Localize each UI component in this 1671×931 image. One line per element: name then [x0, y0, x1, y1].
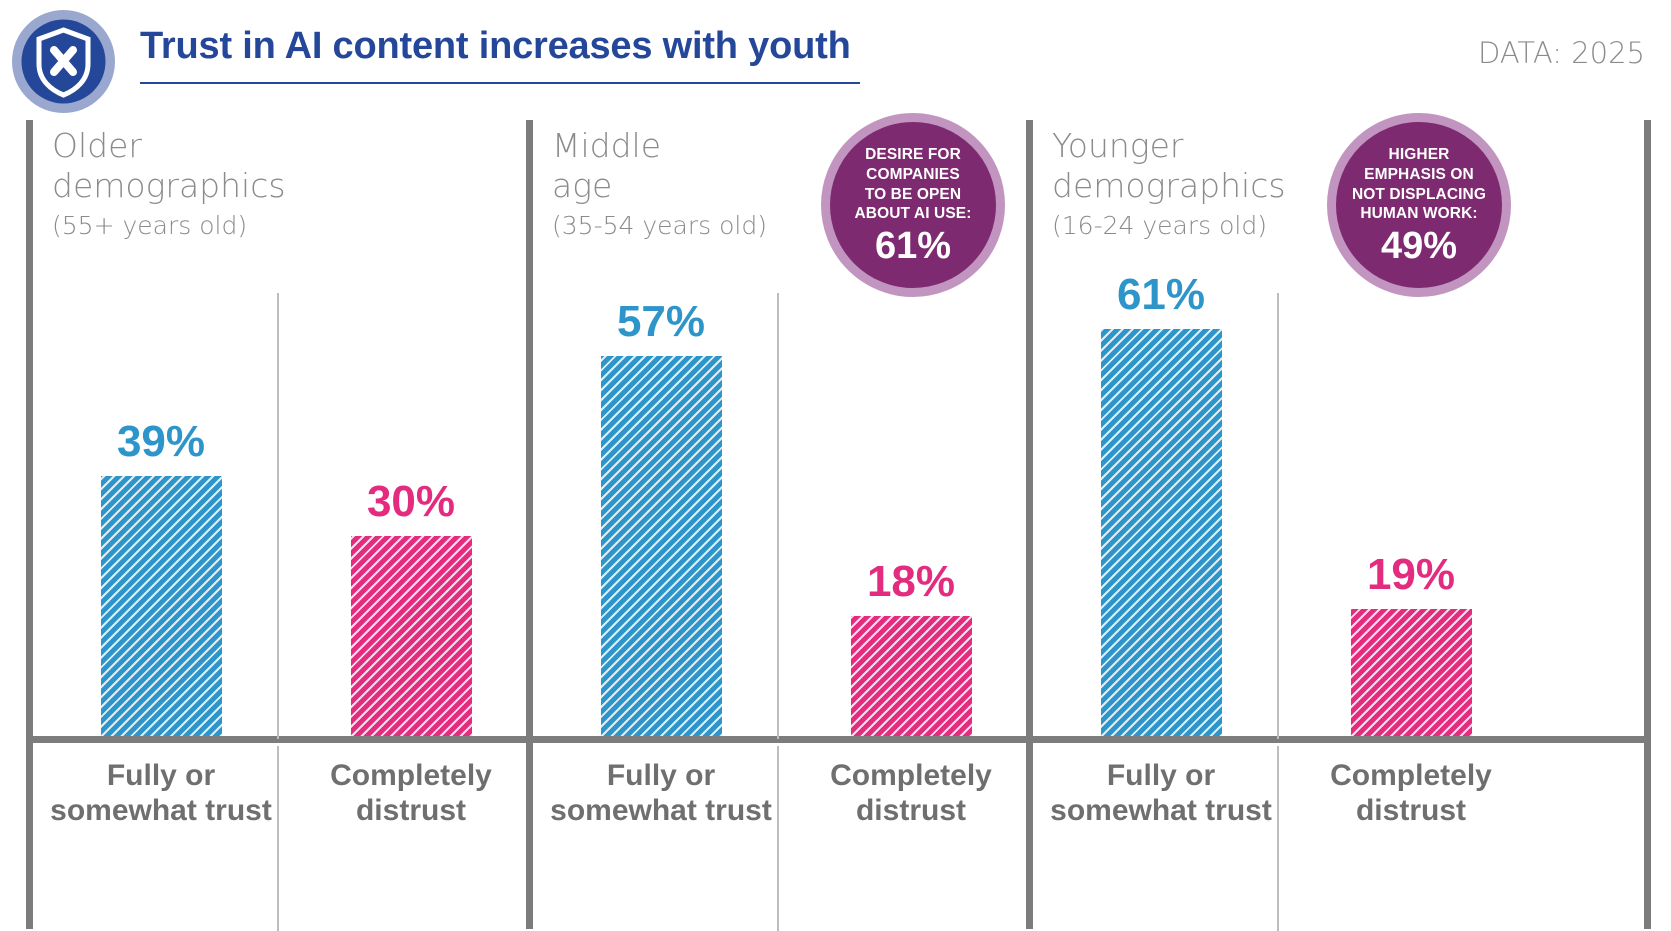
group-title: Middle age — [552, 126, 662, 206]
data-year-note: DATA: 2025 — [1478, 36, 1645, 70]
group-title: Older demographics — [52, 126, 286, 206]
axis-baseline — [26, 736, 1651, 743]
bar-separator-lower — [277, 746, 279, 931]
bar-column-trust: 39% — [36, 268, 286, 736]
group-subtitle: (35-54 years old) — [552, 210, 767, 240]
bar-label-distrust: Completely distrust — [330, 759, 492, 828]
group-divider — [26, 120, 33, 929]
header: Trust in AI content increases with youth… — [0, 0, 1671, 118]
chart-right-border — [1644, 120, 1651, 929]
group-younger: Younger demographics (16-24 years old) 6… — [1026, 118, 1526, 931]
bar-label-distrust: Completely distrust — [830, 759, 992, 828]
bar-distrust — [850, 616, 972, 736]
group-middle: Middle age (35-54 years old) 57% Fully o… — [526, 118, 1026, 931]
bar-label-trust: Fully or somewhat trust — [1050, 759, 1272, 828]
bar-value: 19% — [1366, 550, 1456, 599]
badge-openness: DESIRE FOR COMPANIES TO BE OPEN ABOUT AI… — [821, 113, 1005, 297]
bar-label-trust: Fully or somewhat trust — [50, 759, 272, 828]
bar-trust — [100, 476, 222, 736]
badge-caption: HIGHER EMPHASIS ON NOT DISPLACING HUMAN … — [1351, 146, 1486, 223]
badge-value: 49% — [1380, 224, 1458, 267]
bar-column-distrust: 18% — [786, 268, 1036, 736]
bar-value: 30% — [366, 477, 456, 526]
chart-area: Older demographics (55+ years old) 39% F… — [0, 118, 1671, 931]
bar-separator — [277, 293, 279, 739]
badge-human-work: HIGHER EMPHASIS ON NOT DISPLACING HUMAN … — [1327, 113, 1511, 297]
bar-value: 39% — [116, 417, 206, 466]
page-title: Trust in AI content increases with youth — [140, 25, 880, 84]
bar-column-trust: 61% — [1036, 268, 1286, 736]
shield-x-icon — [12, 10, 115, 113]
group-header: Younger demographics (16-24 years old) — [1052, 126, 1382, 240]
bar-separator — [1277, 293, 1279, 739]
bar-separator-lower — [777, 746, 779, 931]
bar-trust — [1100, 329, 1222, 736]
bar-value: 18% — [866, 557, 956, 606]
badge-caption: DESIRE FOR COMPANIES TO BE OPEN ABOUT AI… — [854, 146, 972, 223]
bar-separator-lower — [1277, 746, 1279, 931]
group-subtitle: (55+ years old) — [52, 210, 248, 240]
bar-trust — [600, 356, 722, 736]
bar-column-distrust: 30% — [286, 268, 536, 736]
group-divider — [1026, 120, 1033, 929]
group-divider — [526, 120, 533, 929]
bar-value: 57% — [616, 297, 706, 346]
bar-column-trust: 57% — [536, 268, 786, 736]
bar-distrust — [1350, 609, 1472, 736]
bar-label-trust: Fully or somewhat trust — [550, 759, 772, 828]
bar-value: 61% — [1116, 270, 1206, 319]
group-title: Younger demographics — [1052, 126, 1286, 206]
bar-distrust — [350, 536, 472, 736]
badge-value: 61% — [874, 224, 952, 267]
group-header: Older demographics (55+ years old) — [52, 126, 382, 240]
group-subtitle: (16-24 years old) — [1052, 210, 1267, 240]
group-header: Middle age (35-54 years old) — [552, 126, 882, 240]
bar-separator — [777, 293, 779, 739]
title-underline — [140, 81, 860, 84]
title-text: Trust in AI content increases with youth — [140, 25, 851, 67]
group-older: Older demographics (55+ years old) 39% F… — [26, 118, 526, 931]
bar-label-distrust: Completely distrust — [1330, 759, 1492, 828]
bar-column-distrust: 19% — [1286, 268, 1536, 736]
